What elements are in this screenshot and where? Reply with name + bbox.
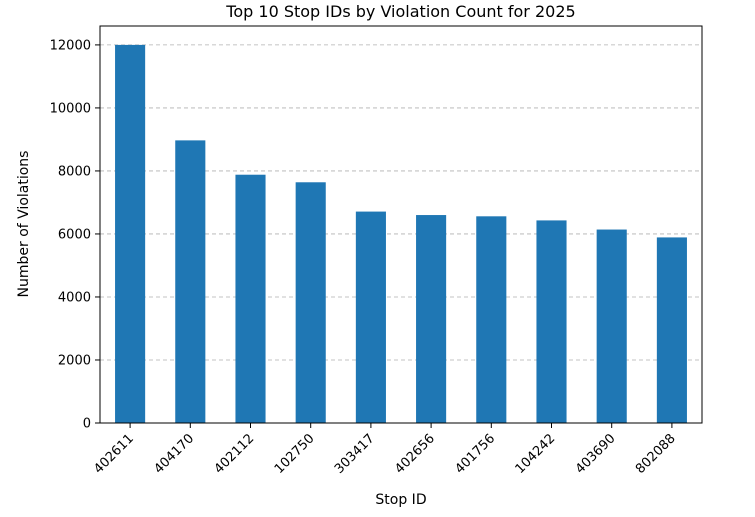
x-tick-label: 303417	[332, 431, 378, 477]
bar-404170	[175, 140, 206, 423]
x-tick-label: 802088	[633, 431, 679, 477]
x-axis-title: Stop ID	[375, 492, 426, 508]
bar-303417	[355, 211, 386, 423]
y-tick-label: 0	[83, 417, 91, 432]
y-axis: 0 2000 4000 6000 8000 10000 12000	[50, 38, 100, 432]
x-tick-label: 402656	[392, 431, 438, 477]
x-axis: 402611 404170 402112 102750 303417 402656 4017…	[91, 423, 679, 477]
y-tick-label: 8000	[58, 164, 91, 179]
bars	[115, 44, 687, 424]
bar-401756	[476, 216, 507, 423]
x-tick-label: 402112	[212, 431, 258, 477]
x-tick-label: 104242	[513, 431, 559, 477]
bar-402611	[115, 44, 146, 424]
y-axis-title: Number of Violations	[16, 151, 32, 298]
y-tick-label: 6000	[58, 227, 91, 242]
y-tick-label: 2000	[58, 353, 91, 368]
x-tick-label: 102750	[272, 431, 318, 477]
chart-title: Top 10 Stop IDs by Violation Count for 2…	[225, 2, 575, 21]
bar-402656	[416, 215, 447, 423]
bar-402112	[235, 174, 266, 423]
bar-802088	[656, 237, 687, 423]
x-tick-label: 404170	[151, 431, 197, 477]
x-tick-label: 403690	[573, 431, 619, 477]
bar-104242	[536, 220, 567, 423]
plot-frame	[99, 25, 703, 424]
bar-403690	[596, 229, 627, 423]
bar-102750	[295, 182, 326, 423]
y-tick-label: 12000	[50, 38, 91, 53]
y-tick-label: 4000	[58, 290, 91, 305]
y-tick-label: 10000	[50, 101, 91, 116]
x-tick-label: 402611	[91, 431, 137, 477]
x-tick-label: 401756	[452, 431, 498, 477]
